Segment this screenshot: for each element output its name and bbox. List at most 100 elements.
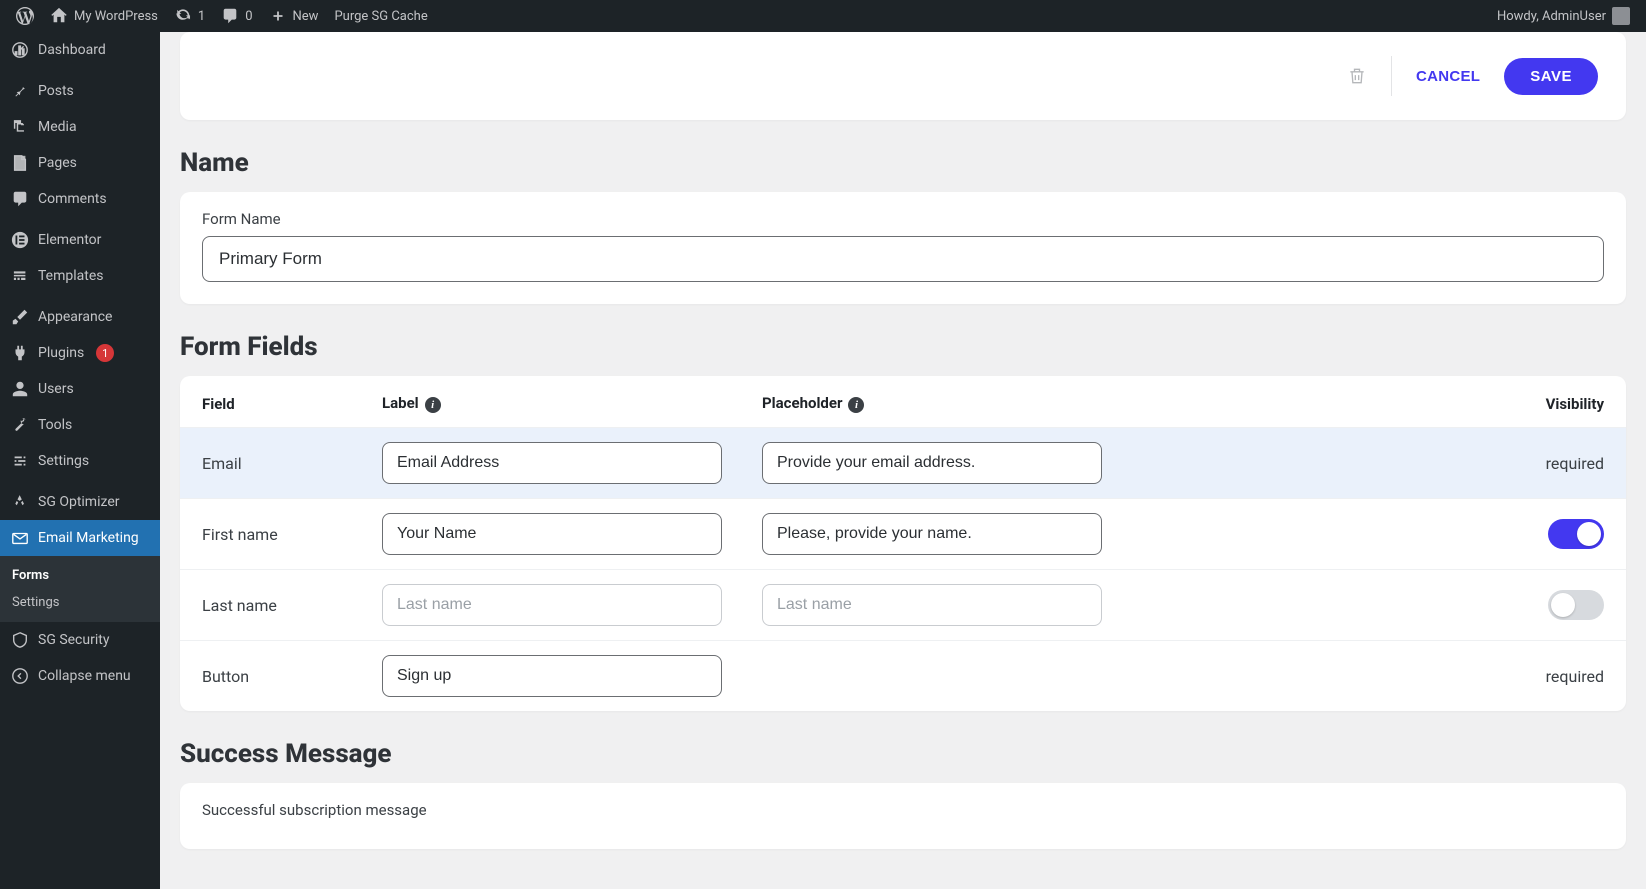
avatar <box>1612 7 1630 25</box>
form-field-row-button: Button required <box>180 640 1626 711</box>
name-card: Form Name <box>180 192 1626 304</box>
wp-admin-bar: My WordPress 1 0 New Purge SG Cache Howd… <box>0 0 1646 32</box>
success-card: Successful subscription message <box>180 783 1626 849</box>
col-label: Labeli <box>382 394 742 413</box>
field-name: Button <box>202 667 362 686</box>
sidebar-label: Media <box>38 119 77 135</box>
new-content-menu[interactable]: New <box>261 0 327 32</box>
visibility-required: required <box>1546 667 1604 686</box>
rocket-icon <box>10 492 30 512</box>
sidebar-item-settings[interactable]: Settings <box>0 443 160 479</box>
sidebar-label: Posts <box>38 83 74 99</box>
delete-button[interactable] <box>1347 65 1367 87</box>
info-icon[interactable]: i <box>848 397 864 413</box>
info-icon[interactable]: i <box>425 397 441 413</box>
email-icon <box>10 528 30 548</box>
action-bar-card: CANCEL SAVE <box>180 32 1626 120</box>
comments-count: 0 <box>245 9 252 24</box>
visibility-toggle[interactable] <box>1548 590 1604 620</box>
sidebar-item-sg-optimizer[interactable]: SG Optimizer <box>0 484 160 520</box>
field-placeholder-input[interactable] <box>762 442 1102 484</box>
col-visibility: Visibility <box>1142 395 1604 413</box>
main-content: CANCEL SAVE Name Form Name Form Fields F… <box>160 32 1646 889</box>
sidebar-label: Settings <box>38 453 89 469</box>
field-label-input[interactable] <box>382 442 722 484</box>
field-placeholder-input[interactable] <box>762 513 1102 555</box>
user-account-menu[interactable]: Howdy, AdminUser <box>1489 0 1638 32</box>
sidebar-item-tools[interactable]: Tools <box>0 407 160 443</box>
wordpress-icon <box>16 7 34 25</box>
media-icon <box>10 117 30 137</box>
sidebar-item-plugins[interactable]: Plugins 1 <box>0 335 160 371</box>
sidebar-item-sg-security[interactable]: SG Security <box>0 622 160 658</box>
sidebar-item-elementor[interactable]: Elementor <box>0 222 160 258</box>
brush-icon <box>10 307 30 327</box>
form-name-label: Form Name <box>202 210 1604 228</box>
home-icon <box>50 7 68 25</box>
cancel-button[interactable]: CANCEL <box>1416 68 1480 85</box>
field-label-input[interactable] <box>382 655 722 697</box>
sidebar-label: Tools <box>38 417 72 433</box>
comment-icon <box>221 7 239 25</box>
plugins-badge: 1 <box>96 344 114 362</box>
sidebar-item-posts[interactable]: Posts <box>0 73 160 109</box>
save-button[interactable]: SAVE <box>1504 58 1598 95</box>
sidebar-label: Pages <box>38 155 77 171</box>
dashboard-icon <box>10 40 30 60</box>
comments-menu[interactable]: 0 <box>213 0 260 32</box>
col-placeholder: Placeholderi <box>762 394 1122 413</box>
sidebar-item-users[interactable]: Users <box>0 371 160 407</box>
admin-sidebar: Dashboard Posts Media Pages Comments Ele… <box>0 32 160 889</box>
email-marketing-submenu: Forms Settings <box>0 556 160 622</box>
purge-cache-menu[interactable]: Purge SG Cache <box>326 0 435 32</box>
visibility-required: required <box>1546 454 1604 473</box>
purge-text: Purge SG Cache <box>334 9 427 24</box>
sidebar-item-media[interactable]: Media <box>0 109 160 145</box>
updates-count: 1 <box>198 9 205 24</box>
field-name: Email <box>202 454 362 473</box>
form-field-row-firstname: First name <box>180 498 1626 569</box>
field-placeholder-input[interactable] <box>762 584 1102 626</box>
sidebar-label: Plugins <box>38 345 84 361</box>
form-fields-header-row: Field Labeli Placeholderi Visibility <box>180 376 1626 427</box>
divider <box>1391 56 1392 96</box>
sidebar-item-appearance[interactable]: Appearance <box>0 299 160 335</box>
success-message-label: Successful subscription message <box>202 801 1604 819</box>
site-name-menu[interactable]: My WordPress <box>42 0 166 32</box>
sidebar-item-templates[interactable]: Templates <box>0 258 160 294</box>
form-field-row-lastname: Last name <box>180 569 1626 640</box>
comment-icon <box>10 189 30 209</box>
field-name: First name <box>202 525 362 544</box>
sidebar-item-email-marketing[interactable]: Email Marketing <box>0 520 160 556</box>
submenu-item-forms[interactable]: Forms <box>0 562 160 589</box>
wrench-icon <box>10 415 30 435</box>
sidebar-label: Templates <box>38 268 104 284</box>
col-field: Field <box>202 395 362 413</box>
sidebar-item-dashboard[interactable]: Dashboard <box>0 32 160 68</box>
sidebar-label: Elementor <box>38 232 101 248</box>
field-label-input[interactable] <box>382 584 722 626</box>
submenu-item-settings[interactable]: Settings <box>0 589 160 616</box>
form-fields-card: Field Labeli Placeholderi Visibility Ema… <box>180 376 1626 711</box>
sidebar-label: Comments <box>38 191 107 207</box>
sidebar-item-collapse[interactable]: Collapse menu <box>0 658 160 694</box>
form-name-input[interactable] <box>202 236 1604 282</box>
collapse-icon <box>10 666 30 686</box>
section-title-form-fields: Form Fields <box>180 332 1626 362</box>
visibility-toggle[interactable] <box>1548 519 1604 549</box>
trash-icon <box>1347 65 1367 87</box>
pin-icon <box>10 81 30 101</box>
sidebar-item-pages[interactable]: Pages <box>0 145 160 181</box>
plugin-icon <box>10 343 30 363</box>
templates-icon <box>10 266 30 286</box>
wp-logo-menu[interactable] <box>8 0 42 32</box>
howdy-text: Howdy, AdminUser <box>1497 9 1606 24</box>
field-label-input[interactable] <box>382 513 722 555</box>
sidebar-label: Collapse menu <box>38 668 131 684</box>
updates-menu[interactable]: 1 <box>166 0 213 32</box>
user-icon <box>10 379 30 399</box>
sidebar-item-comments[interactable]: Comments <box>0 181 160 217</box>
sidebar-label: SG Security <box>38 632 109 648</box>
update-icon <box>174 7 192 25</box>
new-text: New <box>293 9 319 24</box>
